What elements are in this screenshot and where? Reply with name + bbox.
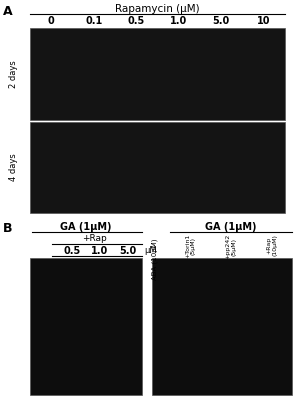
Text: GA (1μM): GA (1μM) — [205, 222, 257, 232]
Text: ABA (10μM): ABA (10μM) — [152, 238, 158, 280]
Text: 0: 0 — [48, 16, 55, 26]
Text: 5.0: 5.0 — [119, 246, 137, 256]
Text: +pp242
(5μM): +pp242 (5μM) — [226, 234, 236, 259]
Text: A: A — [3, 5, 13, 18]
Text: 2 days: 2 days — [10, 60, 18, 88]
Text: +Rap: +Rap — [82, 234, 106, 243]
Bar — [30, 28, 285, 120]
Bar — [152, 258, 292, 395]
Text: +Torin1
(5μM): +Torin1 (5μM) — [185, 234, 196, 258]
Text: 1.0: 1.0 — [91, 246, 109, 256]
Text: Rapamycin (μM): Rapamycin (μM) — [115, 4, 200, 14]
Bar — [30, 122, 285, 213]
Text: B: B — [3, 222, 12, 235]
Text: 0.1: 0.1 — [85, 16, 102, 26]
Text: 5.0: 5.0 — [213, 16, 230, 26]
Text: 10: 10 — [257, 16, 271, 26]
Text: 4 days: 4 days — [10, 153, 18, 181]
Text: GA (1μM): GA (1μM) — [60, 222, 112, 232]
Text: μM: μM — [144, 246, 157, 255]
Text: 0.5: 0.5 — [63, 246, 80, 256]
Text: +Rap
(10μM): +Rap (10μM) — [266, 234, 277, 256]
Bar — [30, 258, 142, 395]
Text: 1.0: 1.0 — [170, 16, 187, 26]
Text: 0.5: 0.5 — [128, 16, 145, 26]
